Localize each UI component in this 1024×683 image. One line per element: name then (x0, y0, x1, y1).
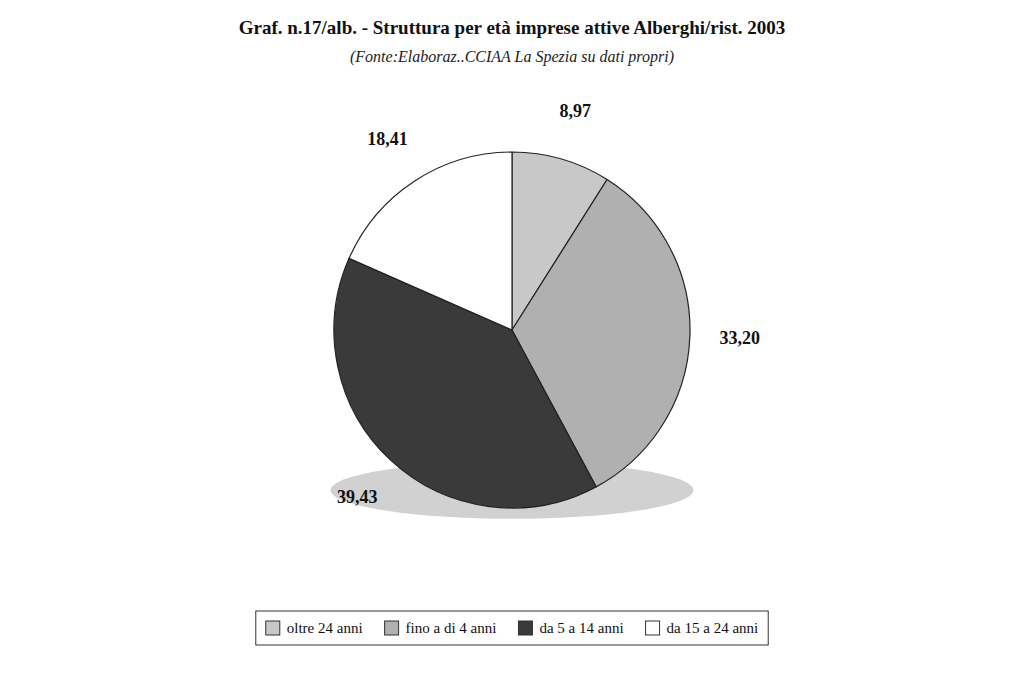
data-labels: 8,97 33,20 39,43 18,41 (337, 101, 760, 507)
legend-swatch (385, 621, 399, 635)
legend-entry: da 15 a 24 anni (667, 620, 759, 636)
legend-swatch (518, 621, 532, 635)
legend-entry: oltre 24 anni (287, 620, 363, 636)
chart: Graf. n.17/alb. - Struttura per età impr… (0, 0, 1024, 683)
chart-container: Graf. n.17/alb. - Struttura per età impr… (0, 0, 1024, 683)
data-label: 18,41 (367, 129, 408, 149)
legend-entry: da 5 a 14 anni (539, 620, 623, 636)
subtitle: (Fonte:Elaboraz..CCIAA La Spezia su dati… (350, 48, 674, 66)
pie-slice (349, 152, 512, 330)
background (0, 0, 1024, 683)
title: Graf. n.17/alb. - Struttura per età impr… (239, 17, 786, 38)
legend-frame (256, 611, 768, 645)
data-label: 8,97 (560, 101, 592, 121)
legend-swatch (646, 621, 660, 635)
legend-entry: fino a di 4 anni (406, 620, 497, 636)
data-label: 39,43 (337, 487, 378, 507)
legend: oltre 24 anni fino a di 4 anni da 5 a 14 a… (256, 611, 768, 645)
slices (334, 152, 690, 508)
data-label: 33,20 (719, 328, 760, 348)
legend-swatch (266, 621, 280, 635)
